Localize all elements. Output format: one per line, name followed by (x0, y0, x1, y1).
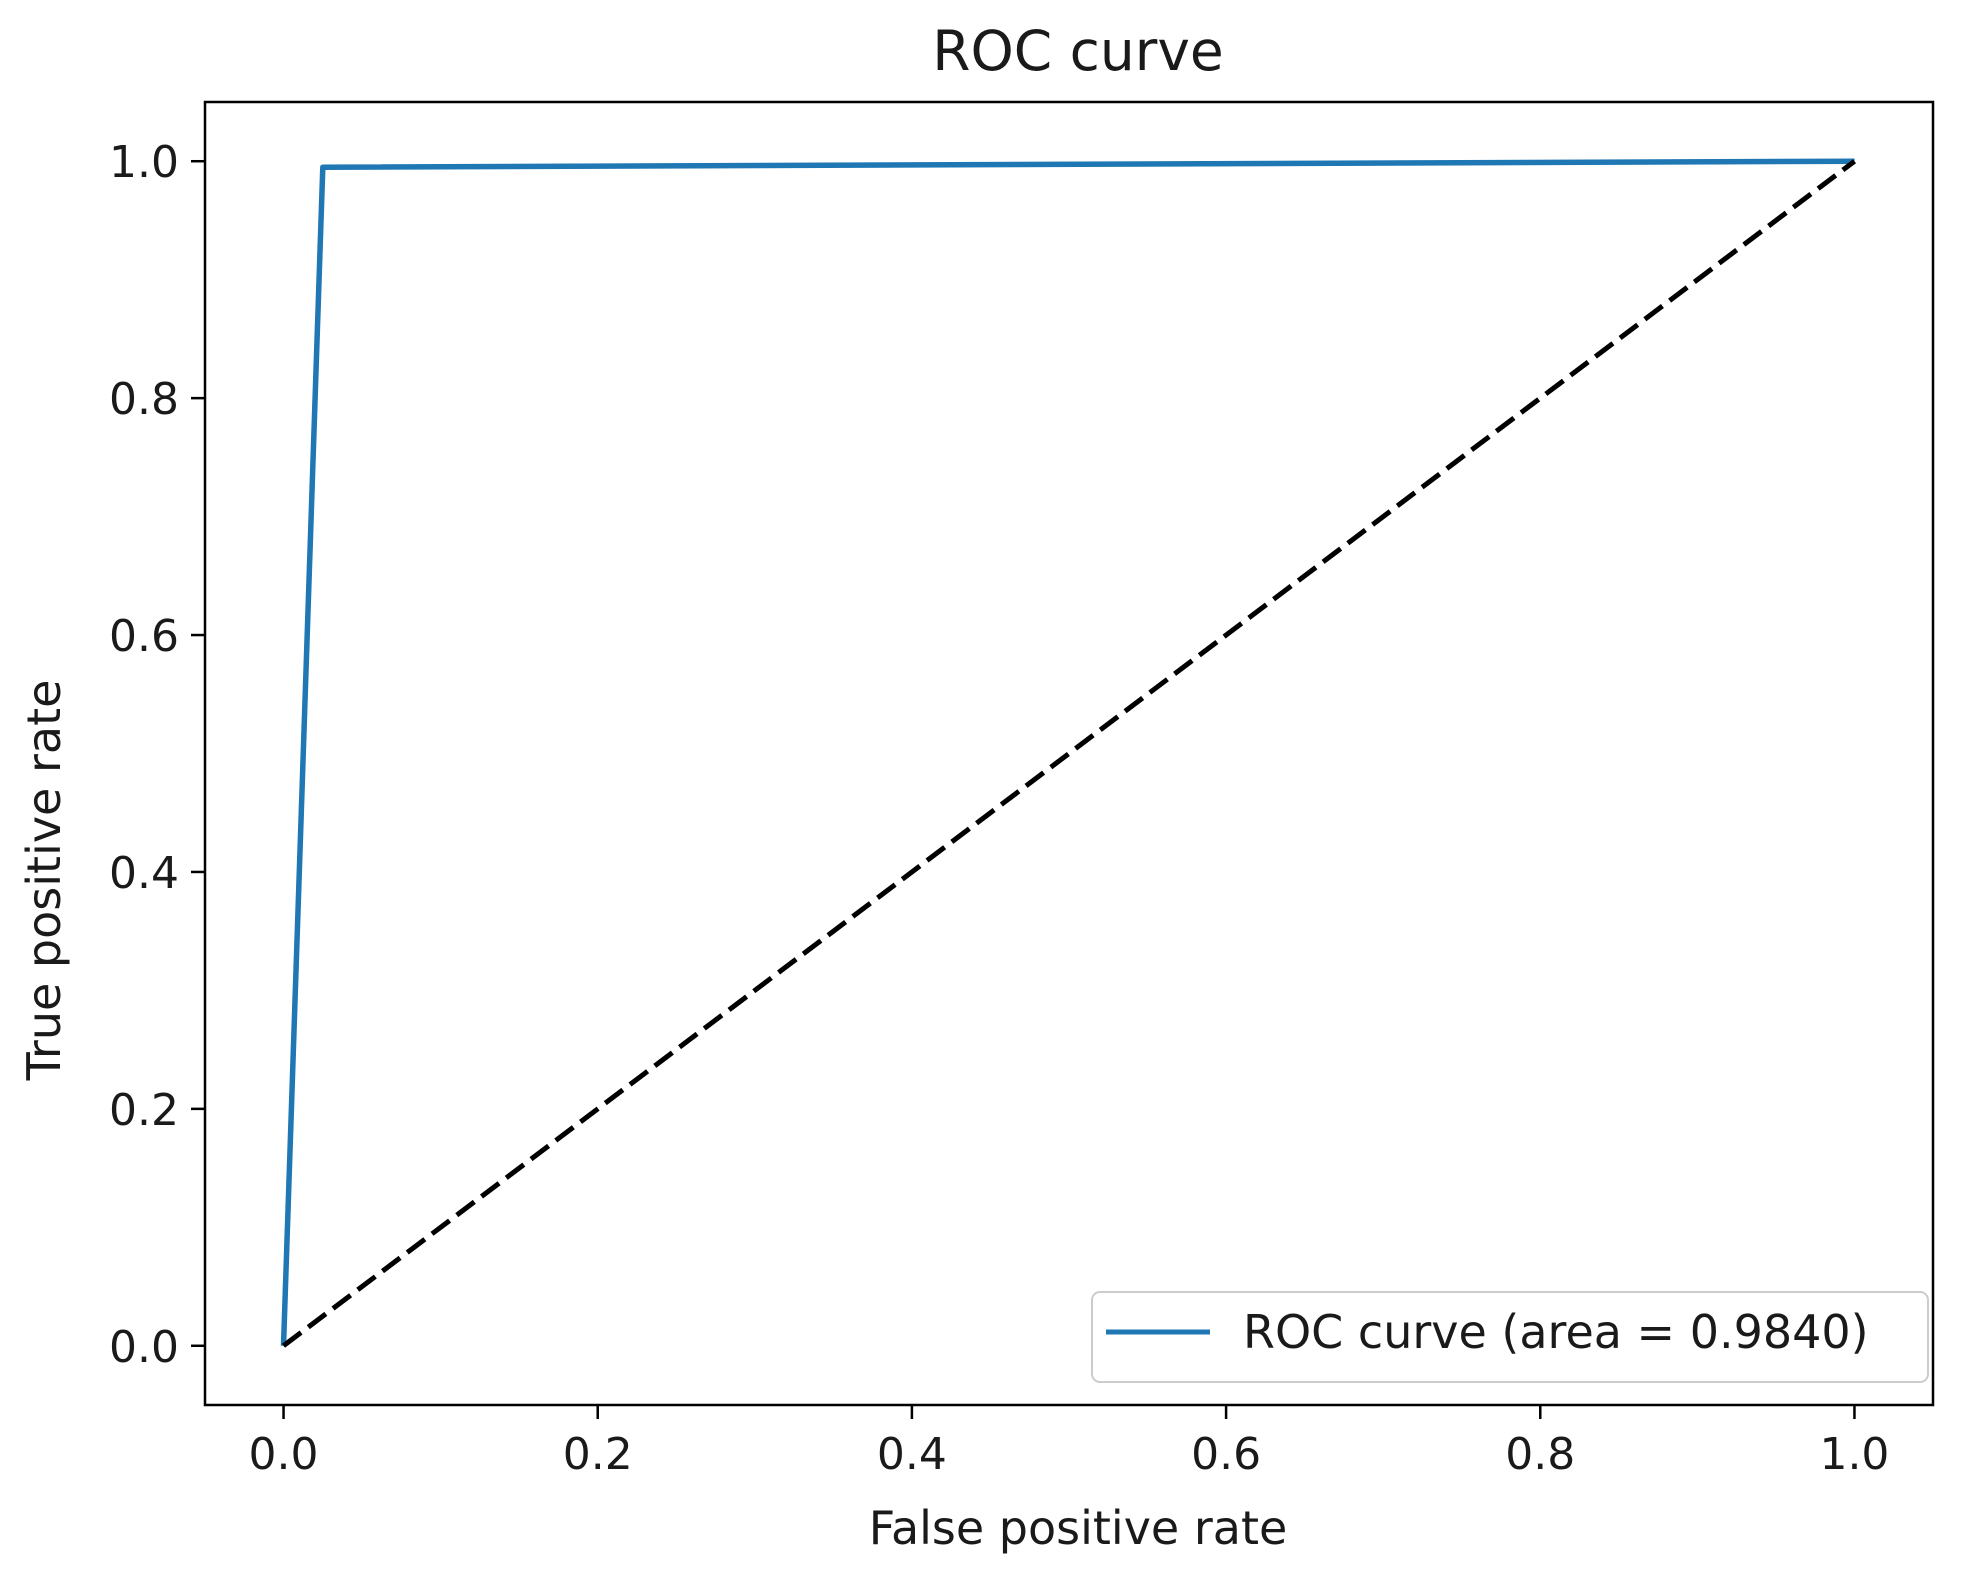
x-tick-label: 0.4 (877, 1429, 947, 1480)
x-tick-label: 1.0 (1819, 1429, 1889, 1480)
roc-curve-line (280, 158, 1855, 1346)
legend: ROC curve (area = 0.9840) (1091, 1291, 1929, 1383)
x-tick-label: 0.6 (1191, 1429, 1261, 1480)
legend-box (1091, 1291, 1929, 1383)
x-tick-label: 0.2 (563, 1429, 633, 1480)
legend-label: ROC curve (area = 0.9840) (1243, 1305, 1869, 1359)
plot-frame (203, 100, 1935, 1407)
y-tick-label: 0.4 (109, 848, 179, 899)
y-tick-label: 0.6 (109, 611, 179, 662)
plot-area: 0.0 0.2 0.4 0.6 0.8 1.0 0.0 0.2 0.4 0.6 0.8 1.0 (109, 100, 1935, 1480)
y-tick-label: 1.0 (109, 137, 179, 188)
y-tick-label: 0.8 (109, 374, 179, 425)
x-axis-label: False positive rate (869, 1501, 1288, 1555)
y-tick-label: 0.0 (109, 1322, 179, 1373)
y-axis-label: True positive rate (17, 680, 71, 1082)
x-tick-label: 0.8 (1505, 1429, 1575, 1480)
chance-diagonal-line (281, 159, 1857, 1348)
y-tick-label: 0.2 (109, 1085, 179, 1136)
chart-title: ROC curve (932, 19, 1224, 83)
x-tick-label: 0.0 (249, 1429, 319, 1480)
